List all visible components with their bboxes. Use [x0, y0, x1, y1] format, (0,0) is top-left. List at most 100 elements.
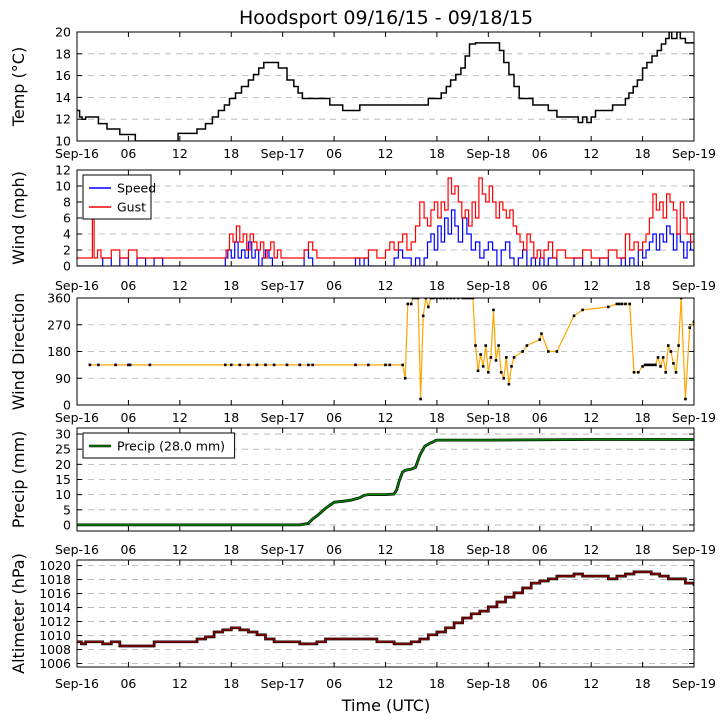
y-tick-label: 18 [55, 46, 71, 61]
y-tick-label: 14 [55, 90, 71, 105]
direction-point [492, 308, 495, 312]
direction-point [661, 356, 665, 359]
x-tick-label: 06 [532, 676, 548, 691]
alt-series-altimeter-outline [77, 570, 694, 648]
y-tick-label: 10 [55, 487, 71, 502]
direction-point [429, 298, 433, 300]
direction-point [615, 302, 619, 306]
direction-point [474, 344, 477, 347]
x-tick-label: 18 [635, 542, 651, 557]
precip-series-precip-28-0-mm- [77, 438, 694, 526]
direction-point [666, 344, 670, 347]
y-tick-label: 12 [55, 112, 71, 127]
x-tick-label: Sep-17 [261, 146, 305, 161]
direction-point [466, 298, 470, 300]
direction-point [307, 363, 310, 367]
direction-point [419, 397, 422, 401]
y-tick-label: 8 [63, 195, 71, 210]
direction-point [97, 363, 100, 367]
y-tick-label: 16 [55, 68, 71, 83]
y-tick-label: 6 [63, 211, 71, 226]
x-tick-label: Sep-16 [55, 146, 99, 161]
direction-point [354, 363, 357, 367]
direction-point [414, 298, 417, 300]
y-tick-label: 15 [55, 472, 71, 487]
direction-point [471, 298, 475, 300]
direction-point [618, 302, 621, 306]
x-tick-label: Sep-19 [672, 676, 716, 691]
direction-point [479, 353, 482, 356]
temp-panel: 10 12 14 16 18 20 Sep-16 06 12 18 Sep-17 06 12 18 Sep-… [9, 25, 716, 162]
alt-data [77, 570, 694, 648]
x-tick-label: 06 [326, 410, 342, 425]
x-tick-label: 06 [532, 410, 548, 425]
direction-point [255, 363, 259, 367]
direction-point [688, 326, 692, 330]
x-tick-label: 18 [635, 676, 651, 691]
legend-box [82, 174, 152, 220]
direction-point [238, 363, 242, 367]
direction-point [461, 298, 464, 300]
x-tick-label: 12 [583, 146, 599, 161]
x-tick-label: 06 [120, 146, 136, 161]
direction-point [487, 371, 490, 374]
x-tick-label: 06 [326, 676, 342, 691]
direction-point [439, 298, 442, 300]
x-tick-label: 12 [378, 146, 394, 161]
x-tick-label: 12 [583, 410, 599, 425]
x-tick-label: Sep-16 [55, 278, 99, 293]
y-tick-label: 20 [55, 25, 71, 40]
direction-point [555, 350, 559, 353]
direction-point [427, 305, 430, 309]
x-tick-label: 12 [172, 542, 188, 557]
y-tick-label: 0 [63, 398, 71, 413]
direction-point [628, 302, 632, 306]
y-tick-label: 4 [63, 227, 71, 242]
direction-point [421, 314, 425, 318]
temp-series-temp [77, 32, 694, 141]
x-tick-label: 06 [120, 542, 136, 557]
direction-point [643, 363, 647, 367]
dir-ylabel: Wind Direction [9, 293, 28, 411]
direction-point [481, 365, 485, 368]
x-tick-label: 06 [120, 410, 136, 425]
dir-panel: 0 90 180 270 360 Sep-16 06 12 18 Sep-17 06 12 18 Sep-… [9, 291, 716, 426]
x-tick-label: 06 [120, 278, 136, 293]
x-tick-label: Sep-19 [672, 542, 716, 557]
direction-point [409, 302, 413, 306]
dir-series-direction-line [89, 298, 694, 400]
direction-point [128, 363, 132, 367]
x-tick-label: 18 [223, 676, 239, 691]
direction-point [651, 363, 655, 367]
direction-point [298, 363, 302, 367]
direction-point [636, 371, 640, 374]
x-tick-label: 18 [223, 278, 239, 293]
direction-point [669, 350, 673, 353]
y-tick-label: 10 [55, 134, 71, 149]
precip-data [77, 438, 694, 527]
x-axis-label: Time (UTC) [341, 696, 430, 715]
wind-series-speed [77, 209, 694, 266]
direction-point [656, 356, 660, 359]
wind-series-gust [77, 177, 694, 259]
x-tick-label: 12 [378, 278, 394, 293]
x-tick-label: 06 [120, 676, 136, 691]
direction-point [538, 338, 542, 341]
direction-point [452, 298, 456, 300]
x-tick-label: 18 [429, 542, 445, 557]
wind-frame [76, 169, 695, 267]
direction-point [646, 363, 650, 367]
x-tick-label: 12 [378, 676, 394, 691]
direction-point [659, 365, 662, 368]
y-tick-label: 1008 [39, 642, 71, 657]
legend-label: Speed [117, 181, 156, 196]
x-tick-label: Sep-18 [466, 542, 510, 557]
direction-point [692, 320, 694, 324]
wind-legend: Speed Gust [82, 174, 156, 220]
x-tick-label: 12 [172, 410, 188, 425]
y-tick-label: 1006 [39, 656, 71, 671]
direction-point [484, 344, 488, 347]
direction-point [247, 363, 250, 367]
